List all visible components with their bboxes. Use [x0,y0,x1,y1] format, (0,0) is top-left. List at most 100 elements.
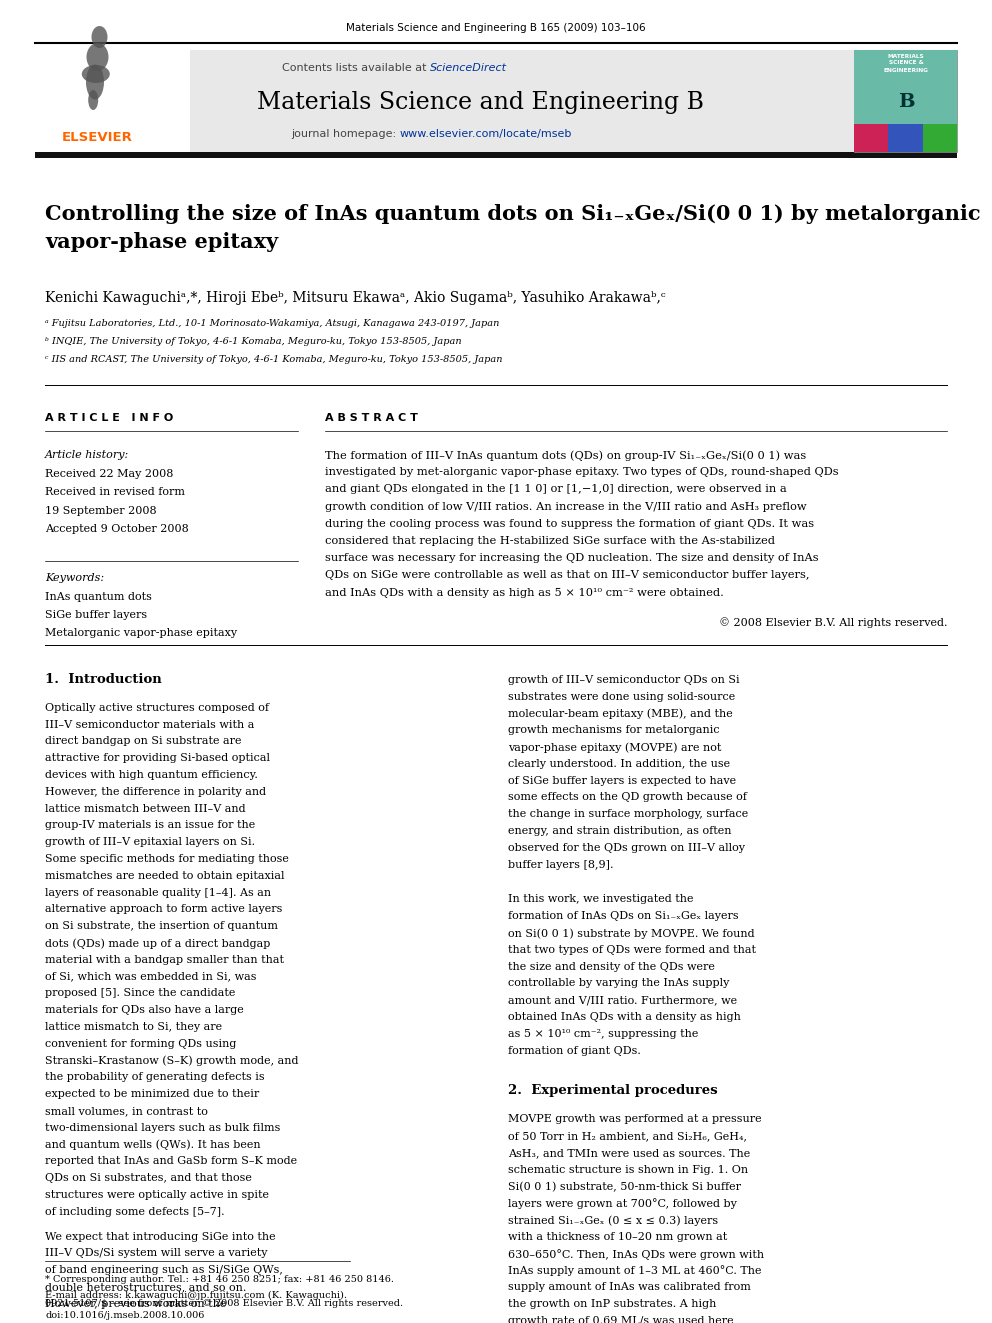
Text: of SiGe buffer layers is expected to have: of SiGe buffer layers is expected to hav… [508,775,736,786]
Text: vapor-phase epitaxy (MOVPE) are not: vapor-phase epitaxy (MOVPE) are not [508,742,721,753]
Text: considered that replacing the H-stabilized SiGe surface with the As-stabilized: considered that replacing the H-stabiliz… [325,536,775,546]
Text: Keywords:: Keywords: [45,573,104,583]
Text: and InAs QDs with a density as high as 5 × 10¹⁰ cm⁻² were obtained.: and InAs QDs with a density as high as 5… [325,587,724,598]
Text: strained Si₁₋ₓGeₓ (0 ≤ x ≤ 0.3) layers: strained Si₁₋ₓGeₓ (0 ≤ x ≤ 0.3) layers [508,1216,718,1226]
Text: reported that InAs and GaSb form S–K mode: reported that InAs and GaSb form S–K mod… [45,1156,298,1167]
Text: the probability of generating defects is: the probability of generating defects is [45,1073,265,1082]
Text: mismatches are needed to obtain epitaxial: mismatches are needed to obtain epitaxia… [45,871,285,881]
Text: A R T I C L E   I N F O: A R T I C L E I N F O [45,413,174,423]
Text: © 2008 Elsevier B.V. All rights reserved.: © 2008 Elsevier B.V. All rights reserved… [718,617,947,627]
Text: substrates were done using solid-source: substrates were done using solid-source [508,692,735,701]
Text: The formation of III–V InAs quantum dots (QDs) on group-IV Si₁₋ₓGeₓ/Si(0 0 1) wa: The formation of III–V InAs quantum dots… [325,450,806,460]
Text: some effects on the QD growth because of: some effects on the QD growth because of [508,792,747,803]
Ellipse shape [86,44,108,71]
Bar [888,124,923,152]
Text: group-IV materials is an issue for the: group-IV materials is an issue for the [45,820,255,831]
Text: InAs quantum dots: InAs quantum dots [45,591,152,602]
Text: devices with high quantum efficiency.: devices with high quantum efficiency. [45,770,258,781]
Text: E-mail address: k.kawaguchi@jp.fujitsu.com (K. Kawaguchi).: E-mail address: k.kawaguchi@jp.fujitsu.c… [45,1291,347,1301]
Text: surface was necessary for increasing the QD nucleation. The size and density of : surface was necessary for increasing the… [325,553,818,564]
Text: growth mechanisms for metalorganic: growth mechanisms for metalorganic [508,725,719,736]
Text: 0921-5107/$ – see front matter © 2008 Elsevier B.V. All rights reserved.: 0921-5107/$ – see front matter © 2008 El… [45,1299,403,1308]
Text: buffer layers [8,9].: buffer layers [8,9]. [508,860,613,869]
Text: www.elsevier.com/locate/mseb: www.elsevier.com/locate/mseb [400,130,572,139]
Text: dots (QDs) made up of a direct bandgap: dots (QDs) made up of a direct bandgap [45,938,271,949]
Text: QDs on Si substrates, and that those: QDs on Si substrates, and that those [45,1174,252,1183]
Text: lattice mismatch to Si, they are: lattice mismatch to Si, they are [45,1021,222,1032]
Text: with a thickness of 10–20 nm grown at: with a thickness of 10–20 nm grown at [508,1232,727,1242]
Text: structures were optically active in spite: structures were optically active in spit… [45,1189,269,1200]
Text: small volumes, in contrast to: small volumes, in contrast to [45,1106,208,1117]
Text: that two types of QDs were formed and that: that two types of QDs were formed and th… [508,945,756,955]
Text: growth condition of low V/III ratios. An increase in the V/III ratio and AsH₃ pr: growth condition of low V/III ratios. An… [325,501,806,512]
Text: growth rate of 0.69 ML/s was used here: growth rate of 0.69 ML/s was used here [508,1316,734,1323]
Text: journal homepage:: journal homepage: [292,130,400,139]
Ellipse shape [91,26,107,48]
Text: alternative approach to form active layers: alternative approach to form active laye… [45,905,283,914]
Text: Materials Science and Engineering B: Materials Science and Engineering B [257,90,703,114]
Bar [35,152,957,157]
Text: ᶜ IIS and RCAST, The University of Tokyo, 4-6-1 Komaba, Meguro-ku, Tokyo 153-850: ᶜ IIS and RCAST, The University of Tokyo… [45,355,503,364]
Text: material with a bandgap smaller than that: material with a bandgap smaller than tha… [45,955,284,964]
Ellipse shape [88,90,98,110]
Text: materials for QDs also have a large: materials for QDs also have a large [45,1005,244,1015]
Text: schematic structure is shown in Fig. 1. On: schematic structure is shown in Fig. 1. … [508,1164,748,1175]
Text: growth of III–V epitaxial layers on Si.: growth of III–V epitaxial layers on Si. [45,837,255,847]
Text: the growth on InP substrates. A high: the growth on InP substrates. A high [508,1299,716,1310]
Bar [854,124,888,152]
Text: as 5 × 10¹⁰ cm⁻², suppressing the: as 5 × 10¹⁰ cm⁻², suppressing the [508,1029,698,1039]
Text: of including some defects [5–7].: of including some defects [5–7]. [45,1207,224,1217]
Text: Materials Science and Engineering B 165 (2009) 103–106: Materials Science and Engineering B 165 … [346,22,646,33]
Ellipse shape [86,65,104,99]
Bar [854,50,957,152]
Text: and quantum wells (QWs). It has been: and quantum wells (QWs). It has been [45,1139,261,1150]
Text: Contents lists available at: Contents lists available at [282,64,430,73]
Text: lattice mismatch between III–V and: lattice mismatch between III–V and [45,803,246,814]
Text: In this work, we investigated the: In this work, we investigated the [508,894,693,905]
Text: We expect that introducing SiGe into the: We expect that introducing SiGe into the [45,1232,276,1241]
Text: proposed [5]. Since the candidate: proposed [5]. Since the candidate [45,988,235,999]
Text: doi:10.1016/j.mseb.2008.10.006: doi:10.1016/j.mseb.2008.10.006 [45,1311,204,1320]
Text: of Si, which was embedded in Si, was: of Si, which was embedded in Si, was [45,971,257,982]
Text: Controlling the size of InAs quantum dots on Si₁₋ₓGeₓ/Si(0 0 1) by metalorganic
: Controlling the size of InAs quantum dot… [45,204,981,251]
Text: However, the difference in polarity and: However, the difference in polarity and [45,787,266,796]
Text: observed for the QDs grown on III–V alloy: observed for the QDs grown on III–V allo… [508,843,745,853]
Text: SiGe buffer layers: SiGe buffer layers [45,610,147,620]
Text: ᵇ INQIE, The University of Tokyo, 4-6-1 Komaba, Meguro-ku, Tokyo 153-8505, Japan: ᵇ INQIE, The University of Tokyo, 4-6-1 … [45,337,461,347]
Text: growth of III–V semiconductor QDs on Si: growth of III–V semiconductor QDs on Si [508,675,740,685]
Text: Received in revised form: Received in revised form [45,487,185,497]
Text: layers were grown at 700°C, followed by: layers were grown at 700°C, followed by [508,1199,737,1209]
Bar [35,50,190,152]
Text: molecular-beam epitaxy (MBE), and the: molecular-beam epitaxy (MBE), and the [508,708,733,718]
Text: MOVPE growth was performed at a pressure: MOVPE growth was performed at a pressure [508,1114,762,1125]
Text: controllable by varying the InAs supply: controllable by varying the InAs supply [508,979,729,988]
Text: 630–650°C. Then, InAs QDs were grown with: 630–650°C. Then, InAs QDs were grown wit… [508,1249,764,1259]
Text: clearly understood. In addition, the use: clearly understood. In addition, the use [508,759,730,769]
Bar [923,124,957,152]
Text: Kenichi Kawaguchiᵃ,*, Hiroji Ebeᵇ, Mitsuru Ekawaᵃ, Akio Sugamaᵇ, Yasuhiko Arakaw: Kenichi Kawaguchiᵃ,*, Hiroji Ebeᵇ, Mitsu… [45,291,666,306]
Text: attractive for providing Si-based optical: attractive for providing Si-based optica… [45,753,270,763]
Bar [854,50,957,124]
Text: Stranski–Krastanow (S–K) growth mode, and: Stranski–Krastanow (S–K) growth mode, an… [45,1056,299,1066]
Text: energy, and strain distribution, as often: energy, and strain distribution, as ofte… [508,826,731,836]
Text: Article history:: Article history: [45,450,129,460]
Ellipse shape [81,65,110,83]
Text: during the cooling process was found to suppress the formation of giant QDs. It : during the cooling process was found to … [325,519,814,529]
Text: AsH₃, and TMIn were used as sources. The: AsH₃, and TMIn were used as sources. The [508,1148,750,1158]
Text: on Si substrate, the insertion of quantum: on Si substrate, the insertion of quantu… [45,921,278,931]
Text: expected to be minimized due to their: expected to be minimized due to their [45,1089,259,1099]
Text: * Corresponding author. Tel.: +81 46 250 8251; fax: +81 46 250 8146.: * Corresponding author. Tel.: +81 46 250… [45,1275,394,1285]
Text: QDs on SiGe were controllable as well as that on III–V semiconductor buffer laye: QDs on SiGe were controllable as well as… [325,570,809,581]
Text: MATERIALS
SCIENCE &
ENGINEERING: MATERIALS SCIENCE & ENGINEERING [884,53,929,73]
Text: ELSEVIER: ELSEVIER [62,131,133,144]
Text: 19 September 2008: 19 September 2008 [45,505,157,516]
Text: Received 22 May 2008: Received 22 May 2008 [45,468,174,479]
Text: direct bandgap on Si substrate are: direct bandgap on Si substrate are [45,737,241,746]
Text: the change in surface morphology, surface: the change in surface morphology, surfac… [508,810,748,819]
Text: Accepted 9 October 2008: Accepted 9 October 2008 [45,524,188,534]
Text: Metalorganic vapor-phase epitaxy: Metalorganic vapor-phase epitaxy [45,628,237,639]
Text: obtained InAs QDs with a density as high: obtained InAs QDs with a density as high [508,1012,741,1021]
Text: two-dimensional layers such as bulk films: two-dimensional layers such as bulk film… [45,1123,281,1132]
Text: Some specific methods for mediating those: Some specific methods for mediating thos… [45,855,289,864]
Text: supply amount of InAs was calibrated from: supply amount of InAs was calibrated fro… [508,1282,751,1293]
